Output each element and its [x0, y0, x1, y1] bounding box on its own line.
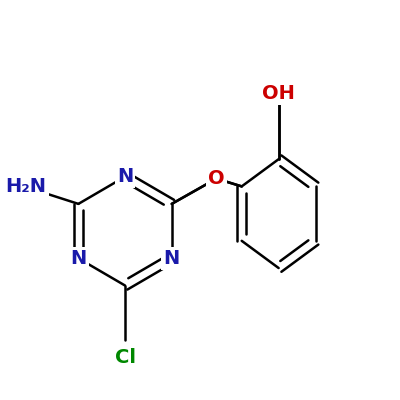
Text: N: N	[70, 249, 86, 268]
Text: Cl: Cl	[114, 348, 136, 367]
Text: OH: OH	[262, 84, 295, 102]
Text: N: N	[117, 167, 133, 186]
Text: O: O	[208, 169, 225, 188]
Text: H₂N: H₂N	[6, 177, 46, 196]
Text: N: N	[164, 249, 180, 268]
